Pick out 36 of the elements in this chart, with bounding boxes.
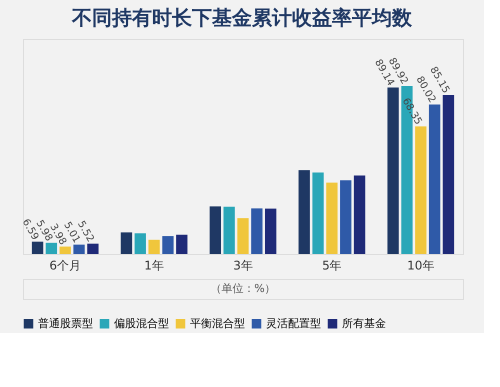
legend-label: 平衡混合型: [190, 316, 245, 330]
bar: [73, 244, 85, 254]
bar: [237, 218, 249, 254]
bar: [148, 240, 160, 254]
bar: [60, 246, 71, 254]
x-tick-label: 1年: [144, 258, 164, 272]
legend-label: 所有基金: [342, 316, 386, 330]
bar: [354, 176, 366, 254]
bar: [387, 87, 399, 254]
x-tick-label: 5年: [322, 258, 342, 272]
bar: [428, 104, 440, 254]
bar: [87, 244, 99, 254]
bar: [264, 208, 276, 254]
bar: [326, 182, 338, 254]
bar: [134, 233, 146, 254]
legend-label: 灵活配置型: [266, 316, 321, 330]
legend-label: 偏股混合型: [114, 316, 169, 330]
x-tick-label: 6个月: [49, 258, 82, 272]
bar: [162, 236, 174, 254]
legend-label: 普通股票型: [38, 316, 93, 330]
bar: [46, 242, 58, 254]
bar: [312, 172, 324, 254]
bar: [176, 234, 188, 254]
bar: [210, 206, 222, 254]
bar: [442, 94, 454, 254]
text: （单位：%）: [210, 282, 276, 295]
bar: [415, 126, 426, 254]
bar: [120, 232, 132, 254]
bar: [224, 206, 235, 254]
x-tick-label: 10年: [407, 258, 434, 272]
bar: [340, 180, 352, 254]
bar: [251, 208, 262, 254]
chart-title: 不同持有时长下基金累计收益率平均数: [70, 6, 413, 30]
x-tick-label: 3年: [233, 258, 253, 272]
bar: [298, 170, 310, 254]
bar: [32, 242, 44, 254]
